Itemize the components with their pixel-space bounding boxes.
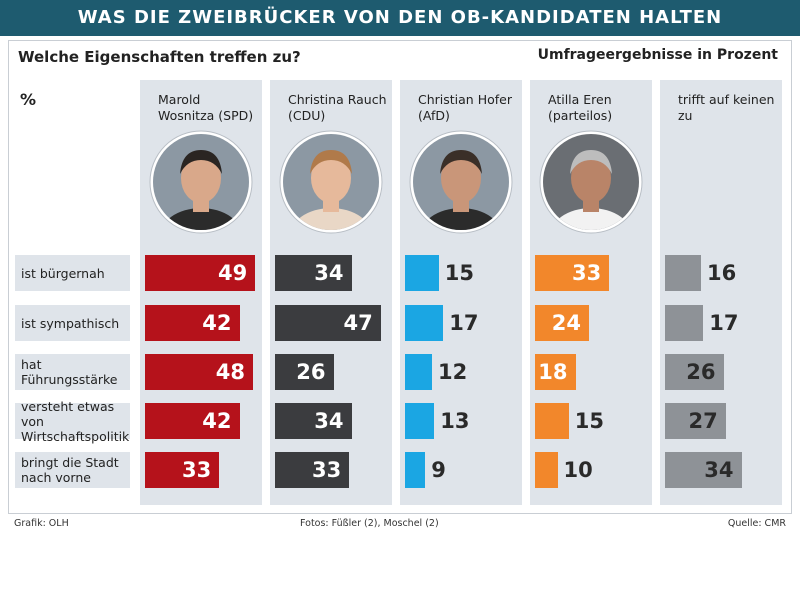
- value-label: 15: [574, 409, 604, 433]
- bar: [275, 255, 352, 291]
- bar: [145, 305, 240, 341]
- value-label: 10: [563, 458, 593, 482]
- bar: [405, 255, 439, 291]
- value-label: 24: [551, 311, 581, 335]
- value-label: 13: [440, 409, 470, 433]
- value-label: 17: [449, 311, 479, 335]
- bar: [405, 354, 432, 390]
- value-label: 26: [686, 360, 716, 384]
- value-label: 16: [707, 261, 737, 285]
- bar: [535, 403, 569, 439]
- unit: %: [20, 90, 37, 109]
- legend-label: Christian Hofer (AfD): [418, 92, 512, 123]
- legend-label: Marold Wosnitza (SPD): [158, 92, 254, 123]
- legend-label: Atilla Eren (parteilos): [548, 92, 613, 123]
- bar: [535, 452, 558, 488]
- bar: [145, 403, 240, 439]
- value-label: 18: [538, 360, 568, 384]
- bar: [665, 403, 726, 439]
- bar: [405, 305, 444, 341]
- legend-label: Christina Rauch (CDU): [288, 92, 387, 123]
- row-label: ist sympathisch: [15, 305, 130, 341]
- bar: [275, 403, 352, 439]
- value-label: 33: [572, 261, 602, 285]
- value-label: 27: [688, 409, 718, 433]
- value-label: 33: [312, 458, 342, 482]
- column-bg: [660, 80, 782, 505]
- source: Quelle: CMR: [727, 518, 786, 529]
- bar: [145, 354, 253, 390]
- value-label: 48: [215, 360, 245, 384]
- photo-credit: Fotos: Füßler (2), Moschel (2): [300, 518, 439, 529]
- row-label: hat Führungsstärke: [15, 354, 130, 390]
- bar: [145, 255, 256, 291]
- value-label: 33: [182, 458, 212, 482]
- portrait: [409, 130, 513, 234]
- bar: [145, 452, 220, 488]
- value-label: 49: [218, 261, 248, 285]
- bar: [665, 452, 742, 488]
- bar: [535, 354, 576, 390]
- bar: [405, 452, 426, 488]
- value-label: 26: [296, 360, 326, 384]
- value-label: 47: [343, 311, 373, 335]
- bar: [405, 403, 435, 439]
- legend-label: trifft auf keinen zu: [678, 92, 775, 123]
- row-label: bringt die Stadt nach vorne: [15, 452, 130, 488]
- portrait: [279, 130, 383, 234]
- bar: [665, 354, 724, 390]
- value-label: 34: [314, 409, 344, 433]
- row-label: versteht etwas von Wirtschaftspolitik: [15, 399, 130, 444]
- title: WAS DIE ZWEIBRÜCKER VON DEN OB-KANDIDATE…: [0, 0, 800, 36]
- bar: [535, 305, 589, 341]
- portrait: [149, 130, 253, 234]
- value-label: 42: [202, 311, 232, 335]
- value-label: 34: [314, 261, 344, 285]
- value-label: 34: [704, 458, 734, 482]
- value-label: 42: [202, 409, 232, 433]
- bar: [535, 255, 610, 291]
- note: Umfrageergebnisse in Prozent: [537, 47, 778, 63]
- portrait: [539, 130, 643, 234]
- bar: [275, 452, 350, 488]
- credit: Grafik: OLH: [14, 518, 69, 529]
- bar: [665, 305, 704, 341]
- value-label: 15: [444, 261, 474, 285]
- row-label: ist bürgernah: [15, 255, 130, 291]
- value-label: 9: [431, 458, 446, 482]
- value-label: 17: [709, 311, 739, 335]
- value-label: 12: [438, 360, 468, 384]
- subtitle: Welche Eigenschaften treffen zu?: [18, 48, 301, 66]
- bar: [275, 354, 334, 390]
- bar: [275, 305, 381, 341]
- bar: [665, 255, 701, 291]
